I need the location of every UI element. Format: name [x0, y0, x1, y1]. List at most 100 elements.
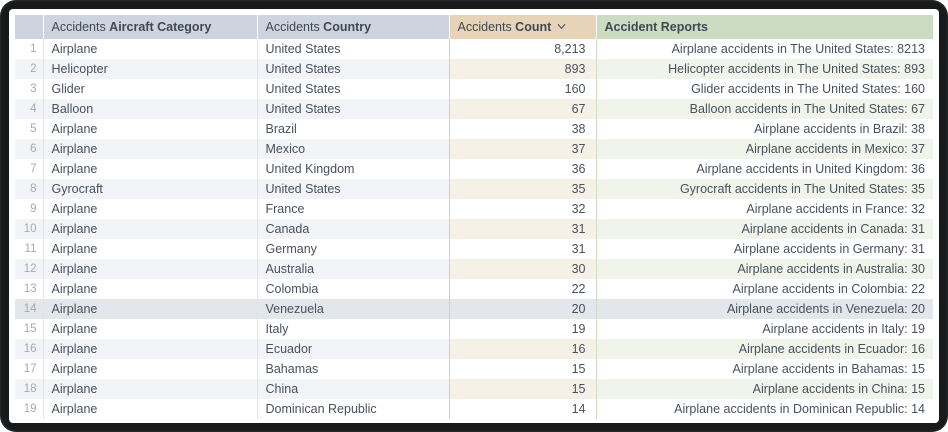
cell-aircraft-category[interactable]: Airplane [43, 139, 258, 159]
table-row[interactable]: 16 Airplane Ecuador 16 Airplane accident… [15, 339, 933, 359]
cell-accident-report[interactable]: Airplane accidents in United Kingdom: 36 [595, 159, 933, 179]
cell-country[interactable]: United States [257, 59, 449, 79]
cell-accident-report[interactable]: Airplane accidents in Bahamas: 15 [595, 359, 933, 379]
cell-country[interactable]: Australia [257, 259, 449, 279]
cell-accident-report[interactable]: Airplane accidents in Germany: 31 [595, 239, 933, 259]
cell-count[interactable]: 31 [448, 219, 596, 239]
cell-aircraft-category[interactable]: Airplane [43, 259, 258, 279]
cell-accident-report[interactable]: Airplane accidents in Canada: 31 [595, 219, 933, 239]
table-row[interactable]: 3 Glider United States 160 Glider accide… [15, 79, 933, 99]
cell-country[interactable]: China [257, 379, 449, 399]
cell-aircraft-category[interactable]: Airplane [43, 279, 258, 299]
cell-aircraft-category[interactable]: Airplane [43, 119, 258, 139]
table-row[interactable]: 5 Airplane Brazil 38 Airplane accidents … [15, 119, 933, 139]
cell-aircraft-category[interactable]: Gyrocraft [43, 179, 258, 199]
cell-aircraft-category[interactable]: Airplane [43, 379, 258, 399]
cell-accident-report[interactable]: Airplane accidents in Venezuela: 20 [595, 299, 933, 319]
cell-accident-report[interactable]: Airplane accidents in France: 32 [595, 199, 933, 219]
table-row[interactable]: 11 Airplane Germany 31 Airplane accident… [15, 239, 933, 259]
table-row[interactable]: 9 Airplane France 32 Airplane accidents … [15, 199, 933, 219]
cell-country[interactable]: United States [257, 99, 449, 119]
cell-aircraft-category[interactable]: Glider [43, 79, 258, 99]
table-row[interactable]: 14 Airplane Venezuela 20 Airplane accide… [15, 299, 933, 319]
table-row[interactable]: 13 Airplane Colombia 22 Airplane acciden… [15, 279, 933, 299]
cell-count[interactable]: 31 [448, 239, 596, 259]
cell-count[interactable]: 32 [448, 199, 596, 219]
table-row[interactable]: 19 Airplane Dominican Republic 14 Airpla… [15, 399, 933, 419]
cell-aircraft-category[interactable]: Airplane [43, 399, 258, 419]
cell-country[interactable]: United States [257, 179, 449, 199]
cell-accident-report[interactable]: Airplane accidents in China: 15 [595, 379, 933, 399]
cell-country[interactable]: Bahamas [265, 362, 319, 376]
cell-count[interactable]: 36 [448, 159, 596, 179]
cell-count[interactable]: 67 [448, 99, 596, 119]
row-number-column-header[interactable] [15, 15, 43, 39]
cell-count[interactable]: 15 [448, 379, 596, 399]
table-row[interactable]: 12 Airplane Australia 30 Airplane accide… [15, 259, 933, 279]
cell-aircraft-category[interactable]: Helicopter [43, 59, 258, 79]
cell-aircraft-category[interactable]: Balloon [43, 99, 258, 119]
column-header-country[interactable]: Accidents Country [256, 15, 449, 39]
cell-accident-report[interactable]: Airplane accidents in Italy: 19 [595, 319, 933, 339]
cell-count[interactable]: 160 [448, 79, 596, 99]
cell-aircraft-category[interactable]: Airplane [43, 159, 258, 179]
cell-accident-report[interactable]: Airplane accidents in Australia: 30 [595, 259, 933, 279]
table-row[interactable]: 10 Airplane Canada 31 Airplane accidents… [15, 219, 933, 239]
cell-aircraft-category[interactable]: Airplane [43, 199, 258, 219]
cell-count[interactable]: 8,213 [448, 39, 596, 59]
cell-aircraft-category[interactable]: Airplane [43, 299, 258, 319]
cell-country[interactable]: United States [265, 82, 341, 96]
cell-accident-report[interactable]: Airplane accidents in Colombia: 22 [595, 279, 933, 299]
cell-aircraft-category[interactable]: Airplane [43, 319, 258, 339]
column-header-accident-reports[interactable]: Accident Reports [595, 15, 933, 39]
cell-country[interactable]: United Kingdom [265, 162, 355, 176]
table-row[interactable]: 4 Balloon United States 67 Balloon accid… [15, 99, 933, 119]
cell-accident-report[interactable]: Glider accidents in The United States: 1… [595, 79, 933, 99]
cell-count[interactable]: 16 [448, 339, 596, 359]
cell-count[interactable]: 30 [448, 259, 596, 279]
table-row[interactable]: 17 Airplane Bahamas 15 Airplane accident… [15, 359, 933, 379]
table-row[interactable]: 15 Airplane Italy 19 Airplane accidents … [15, 319, 933, 339]
cell-count[interactable]: 22 [448, 279, 596, 299]
cell-count[interactable]: 15 [448, 359, 596, 379]
table-row[interactable]: 8 Gyrocraft United States 35 Gyrocraft a… [15, 179, 933, 199]
cell-aircraft-category[interactable]: Airplane [43, 239, 258, 259]
cell-count[interactable]: 893 [448, 59, 596, 79]
cell-country[interactable]: Mexico [257, 139, 449, 159]
cell-accident-report[interactable]: Airplane accidents in Mexico: 37 [595, 139, 933, 159]
cell-country[interactable]: Ecuador [257, 339, 449, 359]
cell-accident-report[interactable]: Gyrocraft accidents in The United States… [595, 179, 933, 199]
table-row[interactable]: 2 Helicopter United States 893 Helicopte… [15, 59, 933, 79]
cell-country[interactable]: Canada [257, 219, 449, 239]
cell-count[interactable]: 35 [448, 179, 596, 199]
cell-count[interactable]: 37 [448, 139, 596, 159]
column-header-count[interactable]: Accidents Count [448, 15, 596, 39]
cell-country[interactable]: United States [265, 42, 341, 56]
cell-accident-report[interactable]: Airplane accidents in Dominican Republic… [595, 399, 933, 419]
cell-aircraft-category[interactable]: Airplane [43, 219, 258, 239]
cell-country[interactable]: Colombia [265, 282, 319, 296]
cell-accident-report[interactable]: Balloon accidents in The United States: … [595, 99, 933, 119]
cell-aircraft-category[interactable]: Airplane [43, 39, 258, 59]
cell-country[interactable]: Dominican Republic [265, 402, 377, 416]
sort-chevron-down-icon[interactable] [556, 21, 567, 32]
cell-country[interactable]: Italy [265, 322, 289, 336]
cell-country[interactable]: Germany [265, 242, 317, 256]
cell-count[interactable]: 14 [448, 399, 596, 419]
cell-country[interactable]: Brazil [265, 122, 297, 136]
table-row[interactable]: 18 Airplane China 15 Airplane accidents … [15, 379, 933, 399]
cell-accident-report[interactable]: Airplane accidents in Brazil: 38 [595, 119, 933, 139]
cell-aircraft-category[interactable]: Airplane [43, 359, 258, 379]
cell-country[interactable]: France [265, 202, 305, 216]
cell-count[interactable]: 20 [448, 299, 596, 319]
cell-aircraft-category[interactable]: Airplane [43, 339, 258, 359]
cell-accident-report[interactable]: Airplane accidents in The United States:… [595, 39, 933, 59]
cell-count[interactable]: 19 [448, 319, 596, 339]
table-row[interactable]: 6 Airplane Mexico 37 Airplane accidents … [15, 139, 933, 159]
table-row[interactable]: 1 Airplane United States 8,213 Airplane … [15, 39, 933, 59]
cell-accident-report[interactable]: Helicopter accidents in The United State… [595, 59, 933, 79]
cell-accident-report[interactable]: Airplane accidents in Ecuador: 16 [595, 339, 933, 359]
column-header-aircraft-category[interactable]: Accidents Aircraft Category [42, 15, 257, 39]
cell-count[interactable]: 38 [448, 119, 596, 139]
cell-country[interactable]: Venezuela [257, 299, 449, 319]
